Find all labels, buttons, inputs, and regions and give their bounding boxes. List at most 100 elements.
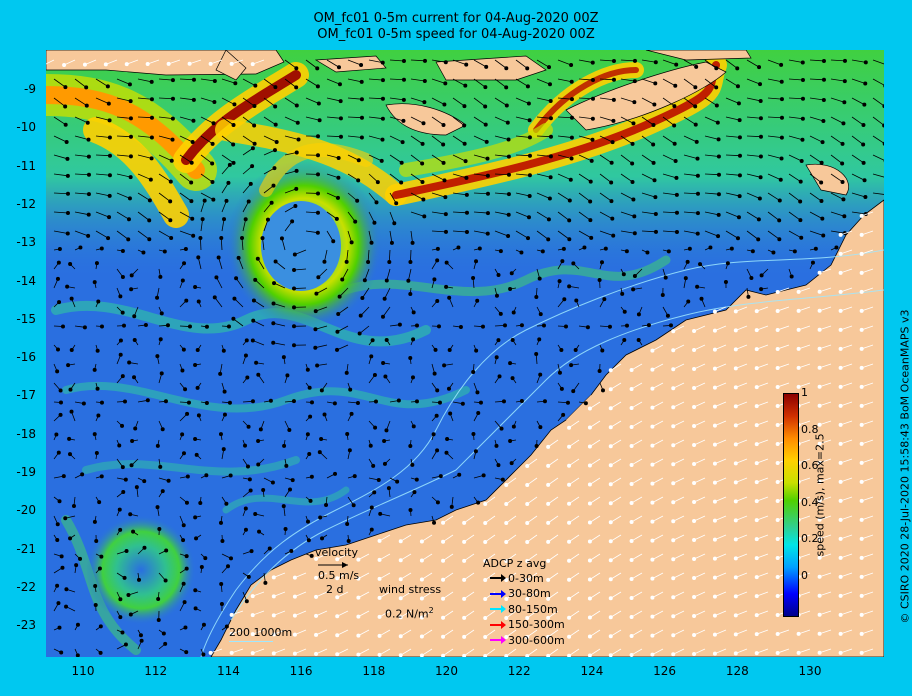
vector-arrow-head: [85, 120, 90, 125]
vector-arrow-head: [314, 594, 319, 599]
vector-arrow: [463, 515, 475, 524]
vector-arrow-head: [590, 78, 595, 83]
vector-arrow: [53, 78, 66, 88]
vector-arrow-head: [107, 193, 112, 198]
vector-arrow: [819, 363, 832, 369]
vector-arrow-head: [355, 198, 360, 203]
vector-arrow-head: [366, 259, 371, 264]
vector-arrow: [326, 211, 338, 220]
vector-arrow-head: [509, 461, 514, 466]
vector-arrow: [631, 401, 643, 409]
vector-arrow-head: [527, 153, 532, 158]
vector-arrow-head: [817, 612, 822, 617]
vector-arrow-head: [99, 246, 104, 251]
vector-arrow: [610, 477, 622, 485]
vector-arrow-head: [527, 135, 532, 140]
vector-arrow-head: [219, 582, 224, 587]
vector-arrow-head: [695, 173, 700, 178]
vector-arrow-head: [86, 233, 91, 238]
vector-arrow-head: [380, 60, 385, 65]
vector-arrow: [788, 97, 804, 100]
vector-arrow-head: [859, 308, 864, 313]
vector-arrow-head: [338, 134, 343, 139]
vector-arrow: [599, 173, 612, 183]
vector-arrow-head: [733, 651, 738, 656]
vector-arrow-head: [737, 173, 742, 178]
vector-arrow: [263, 167, 275, 175]
vector-arrow-head: [435, 448, 440, 453]
vector-arrow-head: [569, 363, 574, 368]
vector-arrow: [442, 515, 454, 524]
vector-arrow: [442, 553, 454, 562]
vector-arrow: [337, 572, 349, 579]
vector-arrow-head: [733, 480, 738, 485]
vector-arrow: [557, 78, 572, 83]
vector-arrow-head: [754, 347, 759, 352]
vector-arrow-head: [587, 558, 592, 563]
vector-arrow-head: [191, 118, 196, 123]
vector-arrow: [294, 249, 307, 255]
vector-arrow-head: [196, 255, 201, 260]
vector-arrow: [379, 534, 391, 542]
vector-arrow-head: [463, 159, 468, 164]
vector-arrow-head: [842, 214, 847, 219]
vector-arrow-head: [181, 581, 186, 586]
vector-arrow: [746, 97, 761, 102]
vector-arrow: [872, 78, 884, 86]
vector-arrow: [809, 192, 822, 202]
vector-arrow: [819, 610, 832, 616]
vector-arrow-head: [733, 537, 738, 542]
vector-arrow-head: [67, 436, 72, 441]
vector-arrow: [819, 325, 832, 331]
vector-arrow-head: [128, 134, 133, 139]
vector-arrow-head: [650, 633, 655, 638]
vector-arrow-head: [420, 180, 425, 185]
vector-arrow-head: [548, 134, 553, 139]
vector-arrow-head: [191, 233, 196, 238]
vector-arrow-head: [456, 245, 461, 250]
vector-arrow-head: [127, 360, 132, 365]
vector-arrow-head: [69, 348, 74, 353]
vector-arrow: [861, 382, 874, 388]
vector-arrow-head: [569, 135, 574, 140]
vector-arrow-head: [733, 366, 738, 371]
vector-arrow: [735, 344, 748, 350]
vector-arrow-head: [65, 211, 70, 216]
vector-arrow-head: [315, 153, 320, 158]
vector-arrow-head: [546, 463, 551, 468]
vector-arrow-head: [504, 615, 509, 620]
vector-arrow-head: [546, 482, 551, 487]
vector-arrow: [526, 534, 538, 543]
vector-arrow: [337, 591, 349, 598]
vector-arrow-head: [735, 66, 740, 71]
vector-arrow-head: [559, 386, 564, 391]
vector-arrow-head: [817, 403, 822, 408]
vector-arrow-head: [757, 65, 762, 70]
vector-arrow: [683, 211, 698, 214]
vector-arrow-head: [250, 62, 255, 67]
vector-arrow: [358, 591, 370, 598]
vector-arrow-head: [132, 314, 137, 319]
vector-arrow: [861, 401, 874, 407]
vector-arrow-head: [546, 539, 551, 544]
vector-arrow-head: [650, 500, 655, 505]
vector-arrow-head: [189, 160, 194, 165]
vector-arrow-head: [567, 596, 572, 601]
vector-arrow-head: [863, 81, 868, 86]
vector-arrow-head: [389, 240, 394, 245]
vector-arrow-head: [574, 298, 579, 303]
vector-arrow-head: [269, 200, 274, 205]
vector-arrow-head: [408, 443, 413, 448]
vector-arrow-head: [294, 168, 299, 173]
vector-arrow-head: [86, 192, 91, 197]
vector-arrow: [74, 135, 89, 140]
vector-arrow: [610, 572, 622, 580]
vector-arrow-head: [313, 327, 318, 332]
vector-arrow-head: [256, 372, 261, 377]
vector-arrow-head: [483, 122, 488, 127]
vector-arrow-head: [882, 141, 884, 146]
vector-arrow-head: [221, 447, 226, 452]
vector-arrow: [851, 154, 864, 164]
vector-arrow-head: [60, 324, 65, 329]
vector-arrow-head: [650, 595, 655, 600]
